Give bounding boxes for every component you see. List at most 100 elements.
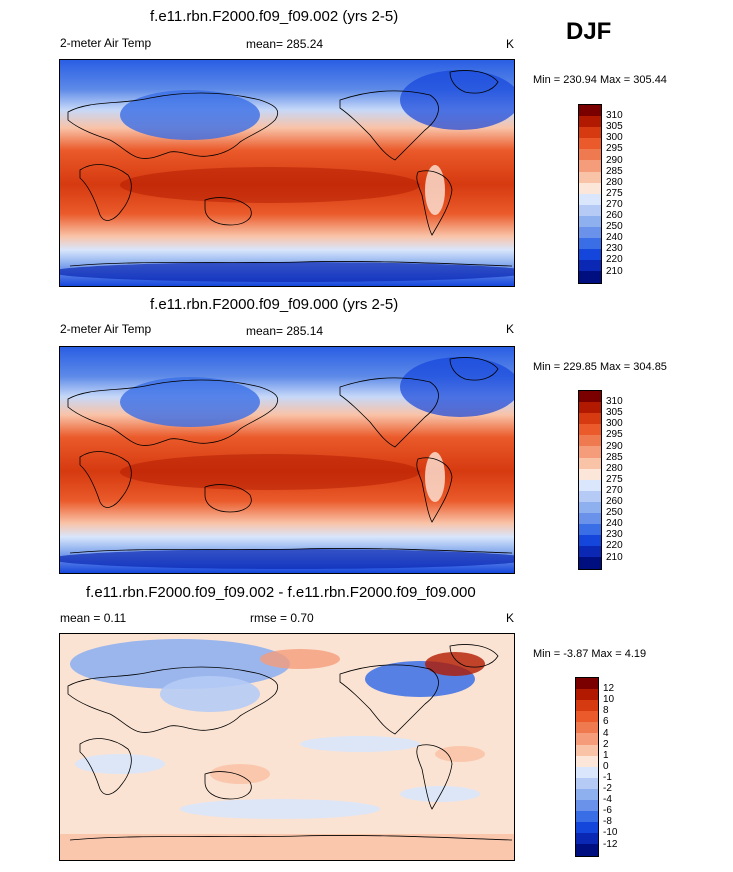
colorbar-tick-label: -6 <box>603 805 612 817</box>
colorbar-tick-label: 270 <box>606 198 623 210</box>
panel-2-units: K <box>506 322 515 336</box>
colorbar-swatch <box>579 501 601 514</box>
colorbar-tick-label: -4 <box>603 794 612 806</box>
panel-2-min-max: Min = 229.85 Max = 304.85 <box>533 361 667 373</box>
colorbar-swatch <box>579 490 601 502</box>
colorbar-swatch <box>576 678 598 690</box>
colorbar-swatch <box>579 546 601 558</box>
colorbar-tick-label: 230 <box>606 529 623 541</box>
colorbar-swatch <box>579 105 601 117</box>
panel-3-min-max: Min = -3.87 Max = 4.19 <box>533 648 647 660</box>
colorbar-tick-label: 280 <box>606 176 623 188</box>
colorbar-swatch <box>579 149 601 161</box>
colorbar-swatch <box>576 755 598 767</box>
panel-1-temperature-map <box>59 59 515 287</box>
colorbar-swatch <box>576 833 598 845</box>
colorbar-tick-label: 210 <box>606 551 623 563</box>
panel-3-colorbar <box>575 677 599 857</box>
colorbar-swatch <box>576 689 598 701</box>
panel-3-rmse-label: rmse = 0.70 <box>250 611 314 625</box>
colorbar-swatch <box>579 271 601 283</box>
colorbar-swatch <box>579 446 601 458</box>
colorbar-tick-label: 8 <box>603 705 609 717</box>
colorbar-tick-label: 295 <box>606 429 623 441</box>
colorbar-tick-label: 6 <box>603 716 609 728</box>
colorbar-tick-label: 305 <box>606 407 623 419</box>
colorbar-swatch <box>579 413 601 425</box>
colorbar-tick-label: 300 <box>606 132 623 144</box>
colorbar-tick-label: 250 <box>606 221 623 233</box>
colorbar-tick-label: 220 <box>606 254 623 266</box>
colorbar-swatch <box>576 766 598 778</box>
colorbar-tick-label: 230 <box>606 243 623 255</box>
colorbar-tick-label: -1 <box>603 771 612 783</box>
panel-3-title: f.e11.rbn.F2000.f09_f09.002 - f.e11.rbn.… <box>86 584 476 601</box>
colorbar-swatch <box>576 711 598 723</box>
panel-2-title: f.e11.rbn.F2000.f09_f09.000 (yrs 2-5) <box>150 296 399 313</box>
colorbar-tick-label: -8 <box>603 816 612 828</box>
panel-2-variable-label: 2-meter Air Temp <box>60 322 152 336</box>
colorbar-tick-label: -12 <box>603 838 618 850</box>
colorbar-tick-label: 4 <box>603 727 609 739</box>
colorbar-tick-label: 220 <box>606 540 623 552</box>
panel-2-colorbar <box>578 390 602 570</box>
panel-3-mean-label: mean = 0.11 <box>60 611 127 625</box>
colorbar-swatch <box>576 822 598 834</box>
colorbar-tick-label: 260 <box>606 210 623 221</box>
colorbar-swatch <box>576 788 598 801</box>
colorbar-tick-label: 275 <box>606 187 623 199</box>
colorbar-swatch <box>576 700 598 712</box>
panel-1-mean-label: mean= 285.24 <box>246 37 324 51</box>
colorbar-swatch <box>576 777 598 789</box>
colorbar-tick-label: 300 <box>606 418 623 430</box>
colorbar-tick-label: 210 <box>606 265 623 277</box>
colorbar-swatch <box>576 744 598 756</box>
colorbar-tick-label: 285 <box>606 451 623 463</box>
panel-1-units: K <box>506 37 515 51</box>
panel-3-difference-map <box>59 633 515 861</box>
colorbar-swatch <box>579 435 601 447</box>
colorbar-swatch <box>576 844 598 856</box>
colorbar-swatch <box>579 535 601 547</box>
colorbar-swatch <box>579 238 601 250</box>
colorbar-swatch <box>579 227 601 239</box>
colorbar-tick-label: -10 <box>603 827 618 839</box>
colorbar-tick-label: 2 <box>603 738 609 750</box>
panel-1-min-max: Min = 230.94 Max = 305.44 <box>533 74 667 86</box>
colorbar-tick-label: 240 <box>606 232 623 244</box>
colorbar-swatch <box>579 171 601 183</box>
colorbar-tick-label: 290 <box>606 154 623 166</box>
colorbar-swatch <box>579 524 601 536</box>
colorbar-swatch <box>579 457 601 469</box>
colorbar-tick-label: 310 <box>606 110 623 122</box>
colorbar-tick-label: 260 <box>606 496 623 507</box>
colorbar-tick-label: 10 <box>603 694 615 706</box>
colorbar-swatch <box>579 193 601 205</box>
colorbar-swatch <box>579 391 601 403</box>
colorbar-tick-label: 295 <box>606 143 623 155</box>
colorbar-tick-label: 270 <box>606 484 623 496</box>
colorbar-swatch <box>576 800 598 812</box>
colorbar-tick-label: 1 <box>603 749 609 761</box>
colorbar-tick-label: 250 <box>606 507 623 519</box>
panel-1-variable-label: 2-meter Air Temp <box>60 36 152 50</box>
colorbar-swatch <box>579 116 601 128</box>
panel-1-colorbar <box>578 104 602 284</box>
colorbar-tick-label: 280 <box>606 462 623 474</box>
colorbar-swatch <box>576 722 598 734</box>
panel-2-temperature-map <box>59 346 515 574</box>
colorbar-swatch <box>579 479 601 491</box>
colorbar-tick-label: 305 <box>606 121 623 133</box>
panel-2-mean-label: mean= 285.14 <box>246 324 324 338</box>
colorbar-swatch <box>579 468 601 480</box>
colorbar-swatch <box>579 513 601 525</box>
panel-1-title: f.e11.rbn.F2000.f09_f09.002 (yrs 2-5) <box>150 8 399 25</box>
colorbar-tick-label: 275 <box>606 473 623 485</box>
colorbar-swatch <box>576 811 598 823</box>
colorbar-swatch <box>576 733 598 745</box>
colorbar-tick-label: 310 <box>606 396 623 408</box>
colorbar-tick-label: 290 <box>606 440 623 452</box>
colorbar-tick-label: 240 <box>606 518 623 530</box>
colorbar-tick-label: 0 <box>603 760 609 772</box>
colorbar-swatch <box>579 260 601 272</box>
